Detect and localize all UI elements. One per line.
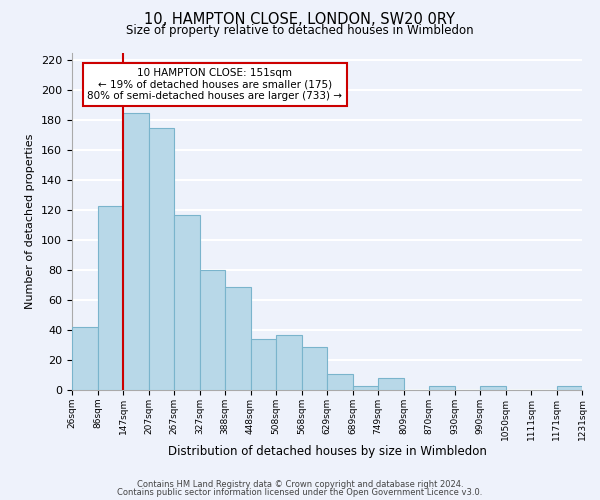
Bar	[97, 206, 123, 390]
Bar	[149, 128, 174, 390]
Text: 10 HAMPTON CLOSE: 151sqm
← 19% of detached houses are smaller (175)
80% of semi-: 10 HAMPTON CLOSE: 151sqm ← 19% of detach…	[88, 68, 342, 101]
Bar	[557, 386, 582, 390]
Bar	[251, 339, 276, 390]
X-axis label: Distribution of detached houses by size in Wimbledon: Distribution of detached houses by size …	[167, 446, 487, 458]
Bar	[302, 346, 327, 390]
Bar	[429, 386, 455, 390]
Bar	[174, 214, 199, 390]
Bar	[327, 374, 353, 390]
Text: Size of property relative to detached houses in Wimbledon: Size of property relative to detached ho…	[126, 24, 474, 37]
Bar	[480, 386, 505, 390]
Bar	[225, 286, 251, 390]
Y-axis label: Number of detached properties: Number of detached properties	[25, 134, 35, 309]
Bar	[199, 270, 225, 390]
Bar	[353, 386, 378, 390]
Bar	[123, 112, 149, 390]
Text: 10, HAMPTON CLOSE, LONDON, SW20 0RY: 10, HAMPTON CLOSE, LONDON, SW20 0RY	[145, 12, 455, 28]
Bar	[72, 327, 97, 390]
Bar	[276, 334, 302, 390]
Text: Contains HM Land Registry data © Crown copyright and database right 2024.: Contains HM Land Registry data © Crown c…	[137, 480, 463, 489]
Bar	[378, 378, 404, 390]
Text: Contains public sector information licensed under the Open Government Licence v3: Contains public sector information licen…	[118, 488, 482, 497]
